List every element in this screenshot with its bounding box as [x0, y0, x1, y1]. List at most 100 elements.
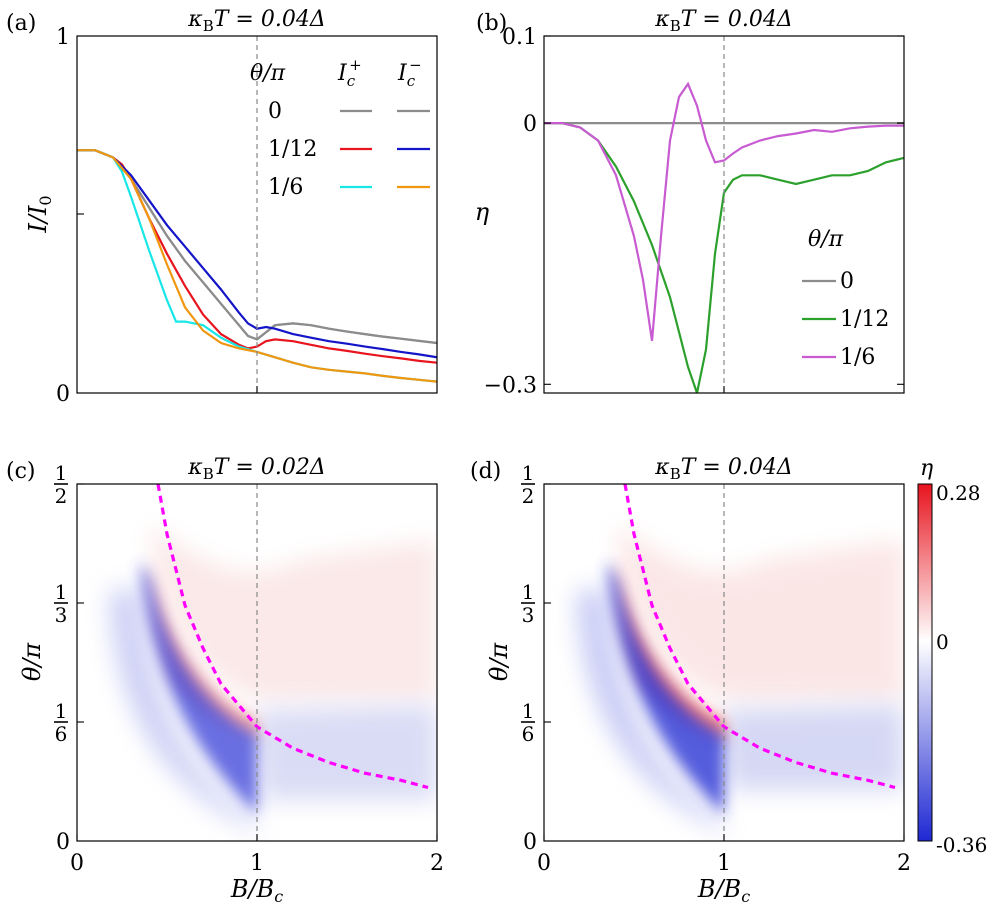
- panel-d-dashed-curve: [623, 484, 896, 790]
- colorbar-gradient: [917, 483, 933, 842]
- panel-c-title-rest: T = 0.02Δ: [214, 455, 326, 480]
- panel-b: (b) κBT = 0.04Δ 0.1 0 −0.3 η θ/π 0 1/12 1/6: [475, 7, 905, 398]
- panel-b-series-2: [544, 81, 904, 341]
- panel-d-xtick-label-2: 2: [897, 851, 911, 876]
- legend-a-col-minus: Ic−: [397, 56, 422, 90]
- panel-b-ytick-label-0: 0.1: [502, 25, 537, 50]
- panel-a-ylabel-main: I/I: [24, 205, 52, 234]
- panel-c-negative-halo: [110, 590, 257, 830]
- panel-d-ytick-den-0: 2: [522, 484, 535, 508]
- panel-d-title: κBT = 0.04Δ: [654, 455, 792, 483]
- panel-a-ytick-0: 0: [56, 382, 70, 407]
- panel-c-title-kappa: κ: [187, 455, 203, 480]
- panel-b-series-1: [544, 122, 904, 393]
- panel-d-ytick-num-1: 1: [522, 580, 535, 604]
- panel-b-title-sub: B: [670, 17, 681, 35]
- panel-d-weak-negative-region: [722, 705, 904, 790]
- panel-c-title-sub: B: [203, 465, 214, 483]
- panel-b-frame: [543, 35, 905, 394]
- panel-d-heatmap: [544, 484, 904, 841]
- panel-c-dashed-curve: [156, 484, 429, 790]
- colorbar: η 0.28 0 -0.36: [917, 456, 987, 857]
- panel-c-negative-band: [140, 560, 257, 815]
- legend-a-row-label-2: 1/6: [268, 175, 303, 200]
- panel-d-xtick-label-0: 0: [537, 851, 551, 876]
- panel-d-xlabel: B/Bc: [697, 875, 750, 906]
- panel-c-title: κBT = 0.02Δ: [187, 455, 325, 483]
- panel-b-ytick-label-1: 0: [523, 112, 537, 137]
- panel-d-negative-halo: [577, 590, 724, 830]
- panel-b-ytick-label-2: −0.3: [484, 373, 537, 398]
- panel-d-negative-band: [607, 560, 724, 815]
- panel-c-ytick-num-2: 1: [55, 699, 68, 723]
- panel-a-series-1: [77, 149, 437, 345]
- panel-a-ylabel-sub: 0: [36, 195, 55, 205]
- panel-d-title-kappa: κ: [654, 455, 670, 480]
- panel-d-ytick-num-2: 1: [522, 699, 535, 723]
- legend-a: θ/π Ic+ Ic− 01/121/6: [250, 56, 430, 200]
- panel-c-ytick-den-1: 3: [55, 603, 68, 627]
- panel-d-xlabel-main: B/B: [697, 875, 741, 903]
- legend-a-col-plus-sub: c: [347, 72, 356, 90]
- panel-d-weak-positive-region: [617, 525, 904, 700]
- panel-d-ytick-den-2: 6: [522, 722, 535, 746]
- panel-a-title: κBT = 0.04Δ: [187, 7, 325, 35]
- panel-d-ytick-den-1: 3: [522, 603, 535, 627]
- panel-b-plot-area: [544, 81, 904, 393]
- legend-b: θ/π 0 1/12 1/6: [802, 227, 889, 370]
- panel-d-tag: (d): [470, 459, 501, 484]
- panel-a-tag: (a): [6, 11, 36, 36]
- panel-d-xtick-label-1: 1: [717, 851, 731, 876]
- panel-a-ylabel: I/I0: [24, 195, 55, 233]
- panel-c-ytick-den-0: 2: [55, 484, 68, 508]
- panel-a-title-rest: T = 0.04Δ: [214, 7, 326, 32]
- panel-b-tag: (b): [476, 11, 507, 36]
- panel-a: (a) κBT = 0.04Δ 1 0 I/I0 θ/π Ic+ Ic− 01/…: [6, 7, 438, 407]
- panel-c-ytick-den-2: 6: [55, 722, 68, 746]
- panel-a-title-kappa: κ: [187, 7, 203, 32]
- panel-b-title: κBT = 0.04Δ: [654, 7, 792, 35]
- panel-d-title-rest: T = 0.04Δ: [681, 455, 793, 480]
- panel-c-ytick-num-0: 1: [55, 461, 68, 485]
- legend-b-row-label-2: 1/6: [840, 345, 875, 370]
- panel-c-ytick-num-1: 1: [55, 580, 68, 604]
- panel-c-xlabel: B/Bc: [230, 875, 283, 906]
- legend-a-header: θ/π: [250, 61, 286, 86]
- panel-c-xtick-label-1: 1: [250, 851, 264, 876]
- legend-a-col-minus-main: I: [397, 61, 408, 86]
- panel-c-weak-negative-region: [255, 705, 437, 800]
- legend-a-col-plus: Ic+: [337, 56, 362, 90]
- panel-d-ytick-zero: 0: [523, 830, 537, 855]
- panel-c-ylabel: θ/π: [18, 642, 46, 682]
- panel-d-xlabel-sub: c: [741, 887, 750, 906]
- panel-a-ytick-1: 1: [56, 25, 70, 50]
- panel-c-xlabel-sub: c: [274, 887, 283, 906]
- panel-b-title-rest: T = 0.04Δ: [681, 7, 793, 32]
- legend-b-header: θ/π: [808, 227, 844, 252]
- panel-d-ylabel: θ/π: [485, 642, 513, 682]
- panel-c-ytick-zero: 0: [56, 830, 70, 855]
- legend-a-col-minus-sup: −: [409, 56, 422, 74]
- colorbar-label: η: [920, 456, 933, 481]
- panel-a-title-sub: B: [203, 17, 214, 35]
- panel-b-title-kappa: κ: [654, 7, 670, 32]
- panel-c-xtick-label-0: 0: [70, 851, 84, 876]
- legend-a-col-plus-sup: +: [349, 56, 362, 74]
- colorbar-mid-label: 0: [936, 630, 949, 654]
- legend-a-row-label-0: 0: [268, 99, 282, 124]
- legend-a-col-plus-main: I: [337, 61, 348, 86]
- legend-b-row-label-0: 0: [840, 269, 854, 294]
- legend-a-row-label-1: 1/12: [268, 137, 317, 162]
- colorbar-max-label: 0.28: [936, 481, 981, 505]
- panel-c-tag: (c): [6, 459, 36, 484]
- panel-d-ytick-num-0: 1: [522, 461, 535, 485]
- panel-c-xlabel-main: B/B: [230, 875, 274, 903]
- legend-b-row-label-1: 1/12: [840, 307, 889, 332]
- panel-c-xtick-label-2: 2: [430, 851, 444, 876]
- panel-b-ylabel: η: [475, 198, 490, 226]
- panel-d-title-sub: B: [670, 465, 681, 483]
- colorbar-min-label: -0.36: [936, 833, 987, 857]
